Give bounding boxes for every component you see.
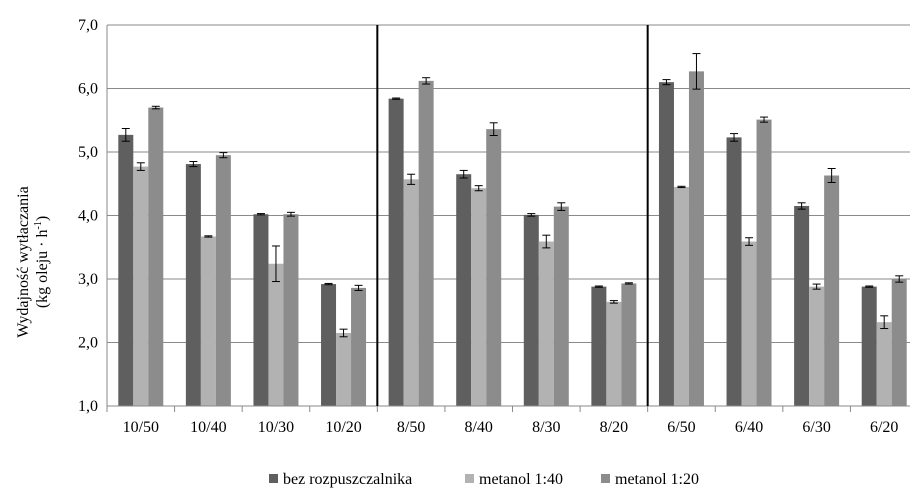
bar <box>253 214 269 406</box>
x-tick-label: 10/40 <box>190 419 226 436</box>
bar <box>351 287 367 406</box>
y-axis-title: Wydajność wytłaczania (kg oleju · h-1) <box>15 186 51 337</box>
bar <box>486 129 502 406</box>
bar <box>118 134 134 407</box>
y-tick-label: 5,0 <box>78 144 98 161</box>
x-tick-label: 10/30 <box>258 419 294 436</box>
y-tick-label: 6,0 <box>78 81 98 98</box>
bar <box>148 107 164 407</box>
bar <box>809 286 825 406</box>
bar <box>215 155 231 406</box>
x-tick-label: 6/30 <box>802 419 830 436</box>
y-axis-title-superscript: -1 <box>33 221 44 229</box>
legend-swatch <box>269 474 278 483</box>
y-tick-label: 1,0 <box>78 398 98 415</box>
x-tick-label: 10/20 <box>325 419 361 436</box>
bar <box>456 174 472 406</box>
bar <box>876 322 892 406</box>
bar <box>741 241 757 406</box>
bar <box>283 214 299 406</box>
bar <box>756 119 772 407</box>
gridlines <box>107 24 910 343</box>
x-tick-label: 8/40 <box>464 419 492 436</box>
bar <box>321 284 337 406</box>
bar <box>621 283 637 406</box>
x-tick-label: 8/30 <box>532 419 560 436</box>
bar <box>471 188 487 406</box>
y-tick-label: 7,0 <box>78 17 98 34</box>
bar <box>538 241 554 406</box>
axes <box>106 25 910 412</box>
bar <box>861 286 877 406</box>
bar <box>388 98 404 406</box>
bar <box>336 332 352 406</box>
bar <box>688 71 704 406</box>
bar <box>794 205 810 406</box>
y-tick-labels: 1,0 2,0 3,0 4,0 5,0 6,0 7,0 <box>78 17 98 415</box>
bar <box>133 166 149 406</box>
bar <box>606 301 622 406</box>
svg-text:Wydajność wytłaczania: Wydajność wytłaczania <box>15 186 32 337</box>
bar <box>673 186 689 406</box>
bar <box>268 263 284 406</box>
x-tick-label: 6/50 <box>667 419 695 436</box>
bar <box>185 164 201 406</box>
bar <box>200 236 216 406</box>
legend-swatch <box>601 474 610 483</box>
legend-label: metanol 1:20 <box>615 471 699 488</box>
legend-swatch <box>465 474 474 483</box>
legend-label: bez rozpuszczalnika <box>283 471 412 488</box>
bar <box>591 286 607 406</box>
bar <box>658 82 674 407</box>
svg-text:(kg oleju · h-1): (kg oleju · h-1) <box>33 216 51 308</box>
error-bars <box>121 53 904 338</box>
bar <box>418 80 434 406</box>
y-tick-label: 2,0 <box>78 335 98 352</box>
legend-label: metanol 1:40 <box>479 471 563 488</box>
bar <box>824 175 840 406</box>
y-tick-label: 4,0 <box>78 208 98 225</box>
x-tick-label: 10/50 <box>123 419 159 436</box>
bar <box>553 206 569 406</box>
y-axis-title-line2: (kg oleju · h <box>34 230 51 309</box>
bar-series <box>118 71 907 407</box>
x-tick-label: 6/40 <box>735 419 763 436</box>
bar <box>523 214 539 406</box>
x-tick-label: 8/20 <box>600 419 628 436</box>
y-axis-title-line1: Wydajność wytłaczania <box>15 186 32 337</box>
x-tick-label: 6/20 <box>870 419 898 436</box>
y-tick-label: 3,0 <box>78 271 98 288</box>
legend: bez rozpuszczalnika metanol 1:40 metanol 1… <box>269 471 699 488</box>
bar <box>726 137 742 406</box>
x-tick-label: 8/50 <box>397 419 425 436</box>
x-tick-labels: 10/50 10/40 10/30 10/20 8/50 8/40 8/30 8/20 6/50… <box>123 419 899 436</box>
bar <box>403 179 419 406</box>
y-axis-title-close: ) <box>34 216 51 221</box>
bar <box>891 279 907 406</box>
